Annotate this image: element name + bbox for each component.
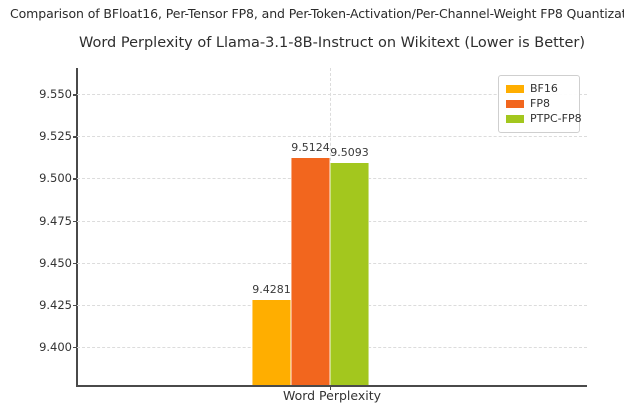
bar-value-label: 9.4281 (252, 282, 291, 296)
y-tick-mark (72, 304, 77, 307)
y-axis-spine (76, 68, 78, 386)
legend-label: BF16 (530, 82, 558, 95)
y-gridline (77, 136, 587, 138)
y-tick-mark (72, 178, 77, 180)
x-tick-mark (330, 386, 332, 390)
x-axis-spine (76, 385, 587, 387)
bar-bf16 (252, 299, 291, 385)
y-tick-label: 9.425 (39, 297, 72, 312)
y-tick-label: 9.450 (39, 255, 72, 270)
legend: BF16 FP8 PTPC-FP8 (498, 75, 582, 133)
y-tick-label: 9.400 (39, 340, 72, 355)
bar-value-label: 9.5093 (330, 145, 369, 159)
legend-swatch-ptpc-fp8 (506, 115, 524, 123)
y-tick-mark (72, 94, 77, 96)
y-tick-label: 9.500 (39, 171, 72, 186)
legend-label: FP8 (530, 97, 550, 110)
y-tick-label: 9.550 (39, 87, 72, 102)
plot-area: 9.4281 9.5124 9.5093 (76, 68, 587, 387)
y-tick-label: 9.525 (39, 129, 72, 144)
bar-value-label: 9.5124 (291, 140, 330, 154)
y-tick-mark (72, 136, 77, 138)
legend-swatch-bf16 (506, 85, 524, 93)
legend-label: PTPC-FP8 (530, 112, 582, 125)
bar-fp8 (291, 157, 330, 385)
y-gridline (77, 94, 587, 96)
legend-item: PTPC-FP8 (506, 112, 582, 126)
y-tick-mark (72, 220, 77, 222)
y-tick-mark (72, 347, 77, 349)
legend-item: FP8 (506, 97, 571, 111)
bar-ptpc-fp8 (330, 162, 369, 385)
y-tick-mark (72, 262, 77, 265)
chart-title: Word Perplexity of Llama-3.1-8B-Instruct… (78, 35, 586, 51)
y-tick-label: 9.475 (39, 213, 72, 228)
document-heading: Comparison of BFloat16, Per-Tensor FP8, … (10, 6, 624, 21)
legend-item: BF16 (506, 82, 571, 96)
x-axis-label: Word Perplexity (282, 388, 382, 403)
legend-swatch-fp8 (506, 100, 524, 108)
